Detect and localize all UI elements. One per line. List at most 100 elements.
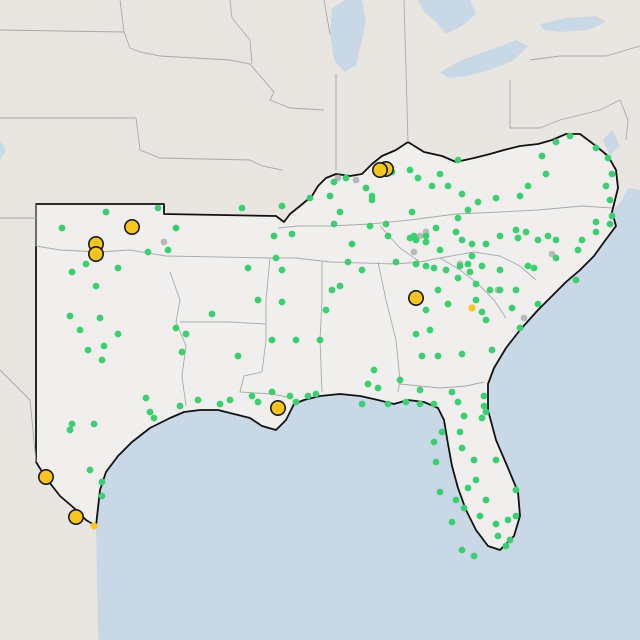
green-dot-icon[interactable] <box>444 300 452 308</box>
green-dot-icon[interactable] <box>406 234 414 242</box>
green-dot-icon[interactable] <box>430 264 438 272</box>
green-dot-icon[interactable] <box>606 196 614 204</box>
green-dot-icon[interactable] <box>194 396 202 404</box>
green-dot-icon[interactable] <box>406 166 414 174</box>
green-dot-icon[interactable] <box>552 138 560 146</box>
green-dot-icon[interactable] <box>366 222 374 230</box>
green-dot-icon[interactable] <box>458 350 466 358</box>
gray-dot-icon[interactable] <box>352 176 360 184</box>
yellow-circle-icon[interactable] <box>124 219 141 236</box>
green-dot-icon[interactable] <box>178 348 186 356</box>
green-dot-icon[interactable] <box>454 274 462 282</box>
green-dot-icon[interactable] <box>458 236 466 244</box>
green-dot-icon[interactable] <box>66 312 74 320</box>
green-dot-icon[interactable] <box>374 384 382 392</box>
green-dot-icon[interactable] <box>444 182 452 190</box>
green-dot-icon[interactable] <box>496 286 504 294</box>
green-dot-icon[interactable] <box>336 282 344 290</box>
green-dot-icon[interactable] <box>506 536 514 544</box>
yellow-circle-icon[interactable] <box>68 508 85 525</box>
green-dot-icon[interactable] <box>472 296 480 304</box>
yellow-circle-icon[interactable] <box>371 162 388 179</box>
green-dot-icon[interactable] <box>322 306 330 314</box>
green-dot-icon[interactable] <box>96 314 104 322</box>
green-dot-icon[interactable] <box>492 194 500 202</box>
green-dot-icon[interactable] <box>604 154 612 162</box>
green-dot-icon[interactable] <box>482 408 490 416</box>
green-dot-icon[interactable] <box>268 388 276 396</box>
green-dot-icon[interactable] <box>578 236 586 244</box>
green-dot-icon[interactable] <box>278 266 286 274</box>
green-dot-icon[interactable] <box>512 486 520 494</box>
green-dot-icon[interactable] <box>474 198 482 206</box>
green-dot-icon[interactable] <box>412 236 420 244</box>
green-dot-icon[interactable] <box>288 230 296 238</box>
green-dot-icon[interactable] <box>370 366 378 374</box>
green-dot-icon[interactable] <box>416 400 424 408</box>
green-dot-icon[interactable] <box>460 504 468 512</box>
green-dot-icon[interactable] <box>460 412 468 420</box>
green-dot-icon[interactable] <box>492 520 500 528</box>
green-dot-icon[interactable] <box>286 392 294 400</box>
green-dot-icon[interactable] <box>348 240 356 248</box>
green-dot-icon[interactable] <box>516 324 524 332</box>
green-dot-icon[interactable] <box>456 428 464 436</box>
yellow-circle-icon[interactable] <box>88 246 105 263</box>
green-dot-icon[interactable] <box>412 260 420 268</box>
green-dot-icon[interactable] <box>428 182 436 190</box>
green-dot-icon[interactable] <box>414 174 422 182</box>
green-dot-icon[interactable] <box>278 202 286 210</box>
yellow-circle-icon[interactable] <box>407 289 424 306</box>
green-dot-icon[interactable] <box>512 226 520 234</box>
green-dot-icon[interactable] <box>448 388 456 396</box>
green-dot-icon[interactable] <box>418 352 426 360</box>
green-dot-icon[interactable] <box>98 478 106 486</box>
green-dot-icon[interactable] <box>458 444 466 452</box>
green-dot-icon[interactable] <box>422 238 430 246</box>
yellow-circle-icon[interactable] <box>37 468 54 485</box>
green-dot-icon[interactable] <box>430 438 438 446</box>
green-dot-icon[interactable] <box>470 456 478 464</box>
green-dot-icon[interactable] <box>542 170 550 178</box>
green-dot-icon[interactable] <box>502 542 510 550</box>
green-dot-icon[interactable] <box>608 170 616 178</box>
green-dot-icon[interactable] <box>362 184 370 192</box>
green-dot-icon[interactable] <box>464 260 472 268</box>
green-dot-icon[interactable] <box>468 252 476 260</box>
green-dot-icon[interactable] <box>478 262 486 270</box>
green-dot-icon[interactable] <box>592 218 600 226</box>
green-dot-icon[interactable] <box>328 286 336 294</box>
green-dot-icon[interactable] <box>464 206 472 214</box>
green-dot-icon[interactable] <box>530 264 538 272</box>
green-dot-icon[interactable] <box>434 352 442 360</box>
green-dot-icon[interactable] <box>480 392 488 400</box>
green-dot-icon[interactable] <box>316 336 324 344</box>
green-dot-icon[interactable] <box>458 190 466 198</box>
green-dot-icon[interactable] <box>92 282 100 290</box>
green-dot-icon[interactable] <box>488 346 496 354</box>
green-dot-icon[interactable] <box>456 262 464 270</box>
green-dot-icon[interactable] <box>384 400 392 408</box>
green-dot-icon[interactable] <box>114 330 122 338</box>
green-dot-icon[interactable] <box>98 492 106 500</box>
green-dot-icon[interactable] <box>278 298 286 306</box>
green-dot-icon[interactable] <box>82 260 90 268</box>
gray-dot-icon[interactable] <box>160 238 168 246</box>
green-dot-icon[interactable] <box>432 224 440 232</box>
green-dot-icon[interactable] <box>342 174 350 182</box>
green-dot-icon[interactable] <box>254 398 262 406</box>
green-dot-icon[interactable] <box>602 182 610 190</box>
green-dot-icon[interactable] <box>496 266 504 274</box>
green-dot-icon[interactable] <box>492 456 500 464</box>
green-dot-icon[interactable] <box>552 254 560 262</box>
green-dot-icon[interactable] <box>496 232 504 240</box>
green-dot-icon[interactable] <box>66 426 74 434</box>
green-dot-icon[interactable] <box>154 204 162 212</box>
yellow-circle-icon[interactable] <box>269 399 286 416</box>
green-dot-icon[interactable] <box>482 240 490 248</box>
green-dot-icon[interactable] <box>574 246 582 254</box>
green-dot-icon[interactable] <box>358 266 366 274</box>
green-dot-icon[interactable] <box>512 512 520 520</box>
